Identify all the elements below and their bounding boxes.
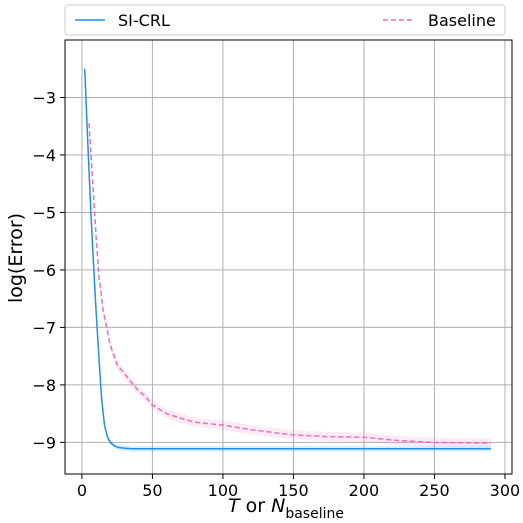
x-tick-label: 50 <box>142 481 162 500</box>
x-tick-label: 100 <box>208 481 239 500</box>
axis-ticks: 0 50 100 150 200 250 300 −9 −8 −7 −6 −5 −4 −3 <box>32 88 520 500</box>
band-baseline <box>88 118 491 448</box>
legend-label-baseline: Baseline <box>428 11 496 30</box>
legend-box <box>64 4 506 36</box>
x-axis-title-n: N <box>271 495 285 517</box>
y-tick-label: −8 <box>32 376 56 395</box>
x-axis-title: T or Nbaseline <box>228 495 344 522</box>
legend: SI-CRL Baseline <box>64 4 506 36</box>
y-tick-label: −4 <box>32 146 56 165</box>
series-line-baseline <box>88 123 491 444</box>
y-axis-title: log(Error) <box>5 213 27 303</box>
y-tick-label: −9 <box>32 433 56 452</box>
series-line-si-crl <box>83 68 491 450</box>
y-tick-label: −7 <box>32 318 56 337</box>
x-axis-title-t: T <box>228 495 241 517</box>
y-tick-label: −6 <box>32 261 56 280</box>
grid-lines <box>65 40 512 474</box>
x-tick-label: 300 <box>490 481 521 500</box>
series-lines <box>83 68 491 450</box>
x-tick-label: 0 <box>77 481 87 500</box>
x-axis-title-subscript: baseline <box>285 506 344 522</box>
confidence-bands <box>84 65 491 452</box>
x-tick-label: 150 <box>278 481 309 500</box>
x-axis-title-or: or <box>240 495 272 517</box>
x-tick-label: 250 <box>419 481 450 500</box>
y-tick-label: −3 <box>32 88 56 107</box>
y-tick-label: −5 <box>32 203 56 222</box>
plot-frame <box>64 39 513 475</box>
x-tick-label: 200 <box>349 481 380 500</box>
legend-label-si-crl: SI-CRL <box>118 11 170 30</box>
